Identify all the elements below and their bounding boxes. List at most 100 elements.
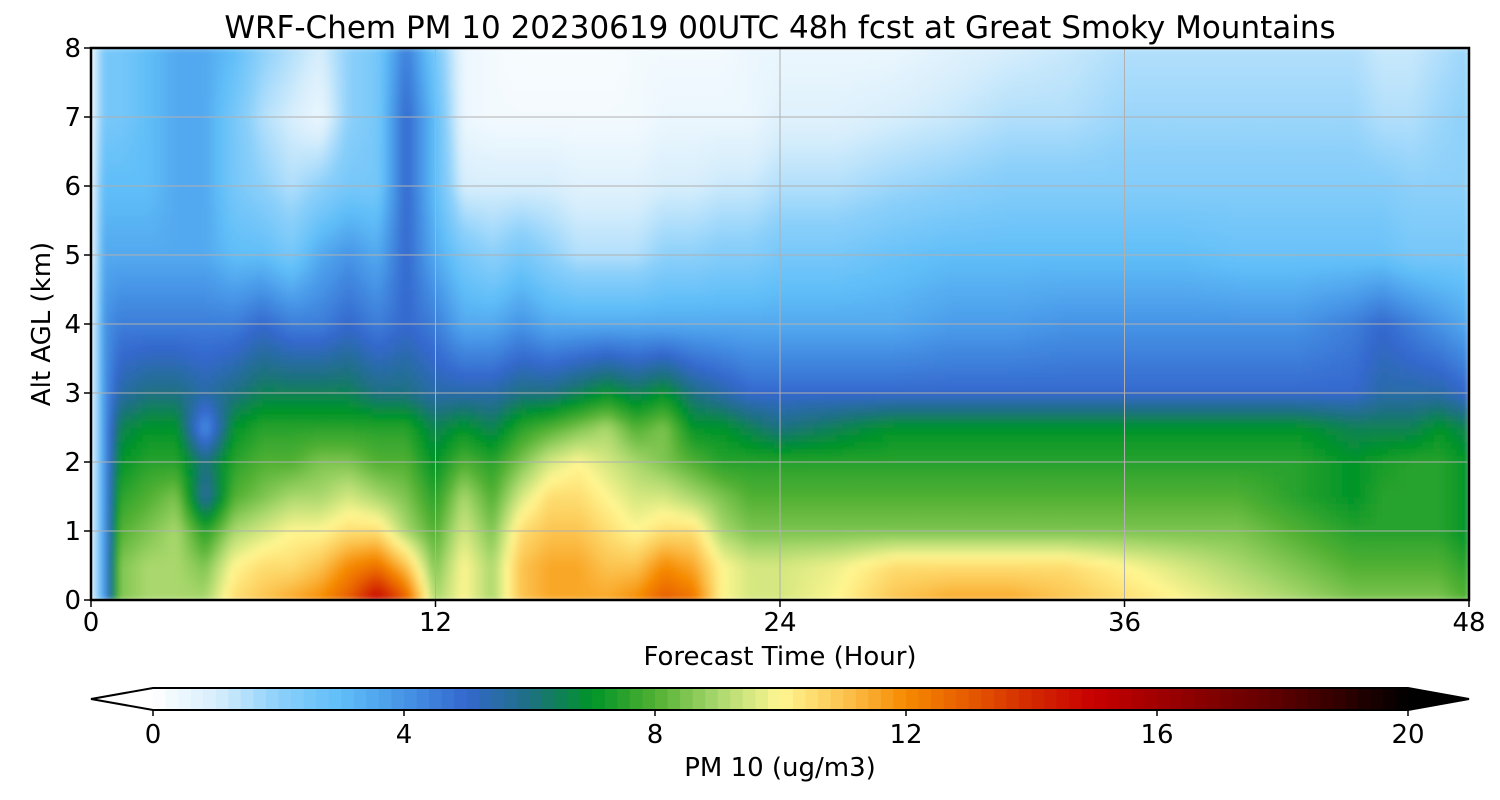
heatmap-cell [963, 482, 971, 491]
heatmap-cell [584, 571, 592, 580]
heatmap-cell [727, 558, 735, 567]
heatmap-cell [572, 537, 580, 546]
heatmap-cell [842, 468, 850, 477]
heatmap-cell [922, 537, 930, 546]
heatmap-cell [498, 468, 505, 477]
heatmap-cell [681, 558, 689, 567]
heatmap-cell [130, 571, 138, 580]
heatmap-cell [1123, 523, 1131, 532]
heatmap-cell [1112, 530, 1120, 539]
heatmap-cell [1003, 585, 1011, 594]
heatmap-cell [228, 454, 236, 463]
heatmap-cell [899, 592, 907, 600]
heatmap-cell [1020, 523, 1028, 532]
heatmap-cell [1037, 475, 1045, 484]
heatmap-cell [1261, 530, 1269, 539]
heatmap-cell [612, 495, 620, 504]
heatmap-cell [1164, 475, 1172, 484]
heatmap-cell [917, 468, 925, 477]
heatmap-cell [354, 495, 362, 504]
heatmap-cell [882, 551, 890, 560]
heatmap-cell [819, 537, 827, 546]
heatmap-cell [624, 585, 632, 594]
heatmap-cell [1026, 585, 1034, 594]
heatmap-cell [1210, 454, 1217, 463]
heatmap-cell [1445, 551, 1453, 560]
heatmap-cell [193, 509, 201, 518]
heatmap-cell [796, 495, 804, 504]
heatmap-cell [630, 489, 638, 498]
heatmap-cell [917, 544, 925, 553]
heatmap-cell [515, 475, 523, 484]
heatmap-cell [331, 468, 339, 477]
heatmap-cell [681, 592, 689, 600]
heatmap-cell [210, 489, 218, 498]
heatmap-cell [785, 516, 793, 525]
heatmap-cell [699, 551, 706, 560]
heatmap-cell [96, 523, 104, 532]
heatmap-cell [1026, 530, 1034, 539]
heatmap-cell [894, 509, 902, 518]
heatmap-cell [744, 530, 752, 539]
heatmap-cell [1060, 468, 1068, 477]
heatmap-cell [1106, 544, 1114, 553]
heatmap-cell [371, 454, 379, 463]
heatmap-cell [1382, 558, 1390, 567]
heatmap-cell [1066, 502, 1074, 511]
heatmap-cell [790, 502, 798, 511]
heatmap-cell [951, 551, 959, 560]
heatmap-cell [1244, 516, 1252, 525]
heatmap-cell [1416, 482, 1424, 491]
heatmap-cell [1014, 516, 1022, 525]
heatmap-cell [1043, 482, 1051, 491]
heatmap-cell [572, 468, 580, 477]
heatmap-cell [222, 475, 230, 484]
heatmap-cell [142, 585, 150, 594]
heatmap-cell [532, 544, 540, 553]
heatmap-cell [199, 558, 207, 567]
heatmap-cell [825, 523, 833, 532]
heatmap-cell [1181, 482, 1189, 491]
heatmap-cell [819, 475, 827, 484]
heatmap-cell [1221, 482, 1229, 491]
heatmap-cell [578, 558, 586, 567]
heatmap-cell [521, 495, 528, 504]
heatmap-cell [1370, 571, 1378, 580]
heatmap-cell [165, 571, 172, 580]
heatmap-cell [658, 523, 666, 532]
heatmap-cell [940, 571, 948, 580]
heatmap-cell [159, 592, 167, 600]
heatmap-cell [1204, 544, 1212, 553]
heatmap-cell [1422, 482, 1430, 491]
heatmap-cell [1267, 578, 1275, 587]
heatmap-cell [687, 454, 695, 463]
heatmap-cell [492, 489, 500, 498]
heatmap-cell [452, 551, 460, 560]
heatmap-cell [1037, 585, 1045, 594]
heatmap-cell [1175, 585, 1183, 594]
heatmap-cell [1382, 571, 1390, 580]
heatmap-cell [1106, 495, 1114, 504]
heatmap-cell [670, 544, 678, 553]
heatmap-cell [1210, 523, 1217, 532]
heatmap-cell [1405, 578, 1413, 587]
heatmap-cell [813, 558, 821, 567]
heatmap-cell [1055, 537, 1062, 546]
heatmap-cell [1319, 509, 1327, 518]
heatmap-cell [1198, 468, 1206, 477]
heatmap-cell [388, 461, 396, 470]
heatmap-cell [188, 482, 195, 491]
heatmap-cell [383, 502, 391, 511]
heatmap-cell [693, 509, 701, 518]
heatmap-cell [1049, 558, 1057, 567]
heatmap-cell [762, 502, 770, 511]
heatmap-cell [543, 530, 551, 539]
heatmap-cell [716, 592, 724, 600]
heatmap-cell [584, 509, 592, 518]
heatmap-cell [457, 502, 465, 511]
heatmap-cell [733, 516, 741, 525]
heatmap-cell [343, 537, 350, 546]
heatmap-cell [532, 523, 540, 532]
heatmap-cell [239, 551, 247, 560]
heatmap-cell [538, 585, 546, 594]
